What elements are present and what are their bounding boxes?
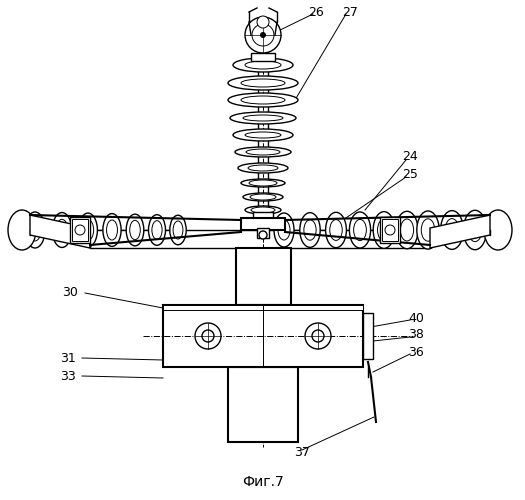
Text: 27: 27 (342, 6, 358, 18)
Ellipse shape (354, 220, 366, 240)
Ellipse shape (468, 218, 482, 242)
Ellipse shape (245, 132, 281, 138)
Ellipse shape (29, 219, 41, 241)
Ellipse shape (396, 212, 418, 248)
Ellipse shape (417, 211, 439, 249)
Ellipse shape (245, 61, 281, 69)
Ellipse shape (241, 79, 285, 87)
Ellipse shape (300, 212, 320, 248)
Bar (228, 367, 298, 442)
Ellipse shape (245, 206, 281, 214)
Ellipse shape (152, 220, 162, 240)
Bar (70, 217, 90, 243)
Ellipse shape (330, 220, 342, 240)
Ellipse shape (243, 115, 283, 121)
Circle shape (195, 323, 221, 349)
Ellipse shape (173, 221, 183, 239)
Polygon shape (90, 230, 430, 248)
Bar (257, 228, 269, 238)
Ellipse shape (377, 219, 391, 241)
Ellipse shape (149, 214, 165, 246)
Text: 40: 40 (408, 312, 424, 324)
Text: Фиг.7: Фиг.7 (242, 475, 284, 489)
Ellipse shape (350, 212, 371, 248)
Circle shape (252, 24, 274, 46)
Bar (163, 305, 363, 367)
Ellipse shape (249, 180, 277, 186)
Polygon shape (30, 215, 90, 248)
Circle shape (312, 330, 324, 342)
Ellipse shape (230, 112, 296, 124)
Ellipse shape (238, 163, 288, 173)
Ellipse shape (103, 214, 121, 246)
Text: 36: 36 (408, 346, 424, 358)
Ellipse shape (241, 96, 285, 104)
Ellipse shape (228, 76, 298, 90)
Ellipse shape (250, 194, 276, 200)
Bar (251, 53, 275, 61)
Ellipse shape (373, 212, 395, 248)
Ellipse shape (235, 147, 291, 157)
Ellipse shape (440, 210, 464, 250)
Ellipse shape (484, 210, 512, 250)
Ellipse shape (278, 220, 290, 240)
Ellipse shape (25, 212, 45, 248)
Ellipse shape (326, 212, 346, 248)
Ellipse shape (130, 220, 140, 240)
Circle shape (257, 16, 269, 28)
Ellipse shape (241, 179, 285, 187)
Ellipse shape (251, 207, 275, 213)
Bar (253, 212, 273, 220)
Ellipse shape (79, 213, 98, 247)
Text: 24: 24 (402, 150, 418, 164)
Ellipse shape (304, 220, 316, 240)
Text: 25: 25 (402, 168, 418, 180)
Ellipse shape (421, 219, 435, 241)
Bar (380, 217, 400, 243)
Ellipse shape (126, 214, 144, 246)
Text: 31: 31 (60, 352, 76, 364)
Ellipse shape (248, 165, 278, 171)
Circle shape (202, 330, 214, 342)
Circle shape (259, 231, 267, 239)
Ellipse shape (8, 210, 36, 250)
Ellipse shape (246, 149, 280, 155)
Ellipse shape (464, 210, 487, 250)
Text: 30: 30 (62, 286, 78, 298)
Polygon shape (430, 215, 490, 248)
Ellipse shape (56, 220, 68, 240)
Ellipse shape (401, 219, 414, 241)
Circle shape (75, 225, 85, 235)
Circle shape (385, 225, 395, 235)
Circle shape (305, 323, 331, 349)
Ellipse shape (52, 212, 72, 248)
Bar (163, 305, 363, 310)
Bar (363, 313, 373, 359)
Ellipse shape (233, 129, 293, 141)
Ellipse shape (274, 213, 294, 247)
Ellipse shape (107, 220, 118, 240)
Text: 33: 33 (60, 370, 76, 382)
Ellipse shape (445, 218, 459, 242)
Bar (382, 219, 398, 241)
Circle shape (245, 17, 281, 53)
Ellipse shape (228, 93, 298, 107)
Ellipse shape (170, 215, 186, 245)
Circle shape (260, 32, 266, 38)
Bar (72, 219, 88, 241)
Bar (241, 218, 285, 230)
Bar (236, 248, 291, 305)
Text: 37: 37 (294, 446, 310, 460)
Ellipse shape (243, 193, 283, 201)
Ellipse shape (82, 220, 93, 240)
Ellipse shape (233, 58, 293, 72)
Text: 26: 26 (308, 6, 324, 18)
Text: 38: 38 (408, 328, 424, 342)
